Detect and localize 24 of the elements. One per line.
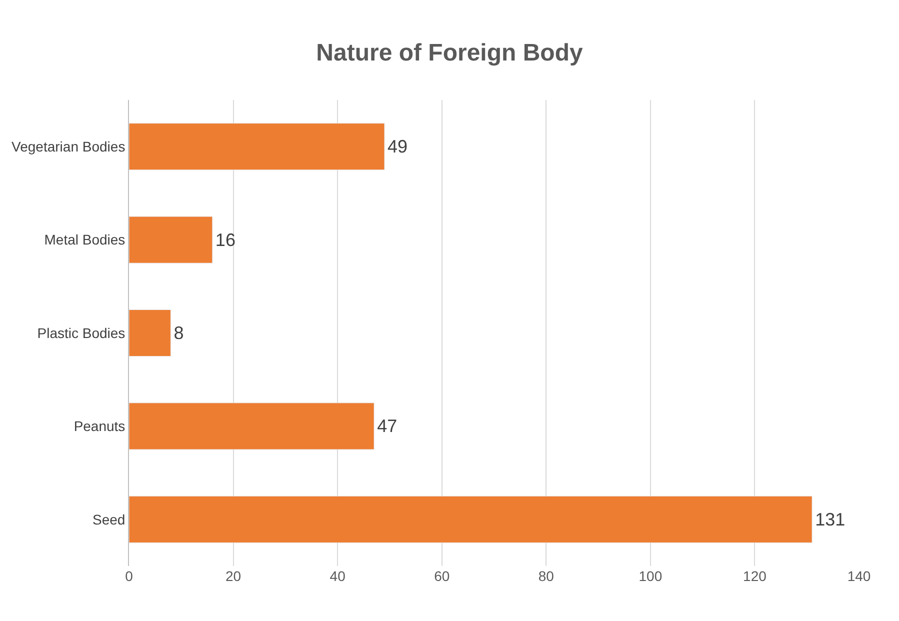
y-tick-label: Seed — [92, 511, 126, 528]
x-tick-label: 40 — [330, 568, 346, 584]
bar — [129, 216, 213, 264]
chart-title: Nature of Foreign Body — [316, 39, 584, 66]
y-tick-label: Vegetarian Bodies — [12, 138, 126, 154]
bar — [129, 309, 171, 357]
x-tick-label: 120 — [743, 568, 767, 584]
bar — [129, 402, 374, 450]
data-label: 49 — [388, 136, 408, 157]
bar — [129, 496, 812, 543]
x-tick-label: 0 — [125, 568, 134, 584]
data-label: 47 — [377, 416, 398, 436]
data-label: 16 — [215, 230, 236, 250]
x-tick-label: 20 — [226, 568, 242, 584]
x-tick-label: 80 — [538, 568, 554, 584]
x-tick-label: 100 — [638, 568, 662, 584]
x-tick-label: 140 — [847, 568, 871, 584]
bar — [129, 123, 385, 170]
y-tick-label: Peanuts — [74, 418, 126, 434]
data-label: 8 — [174, 323, 184, 343]
y-tick-label: Plastic Bodies — [37, 324, 126, 341]
data-label: 131 — [815, 509, 846, 530]
x-tick-label: 60 — [434, 568, 450, 584]
y-tick-label: Metal Bodies — [44, 232, 126, 248]
